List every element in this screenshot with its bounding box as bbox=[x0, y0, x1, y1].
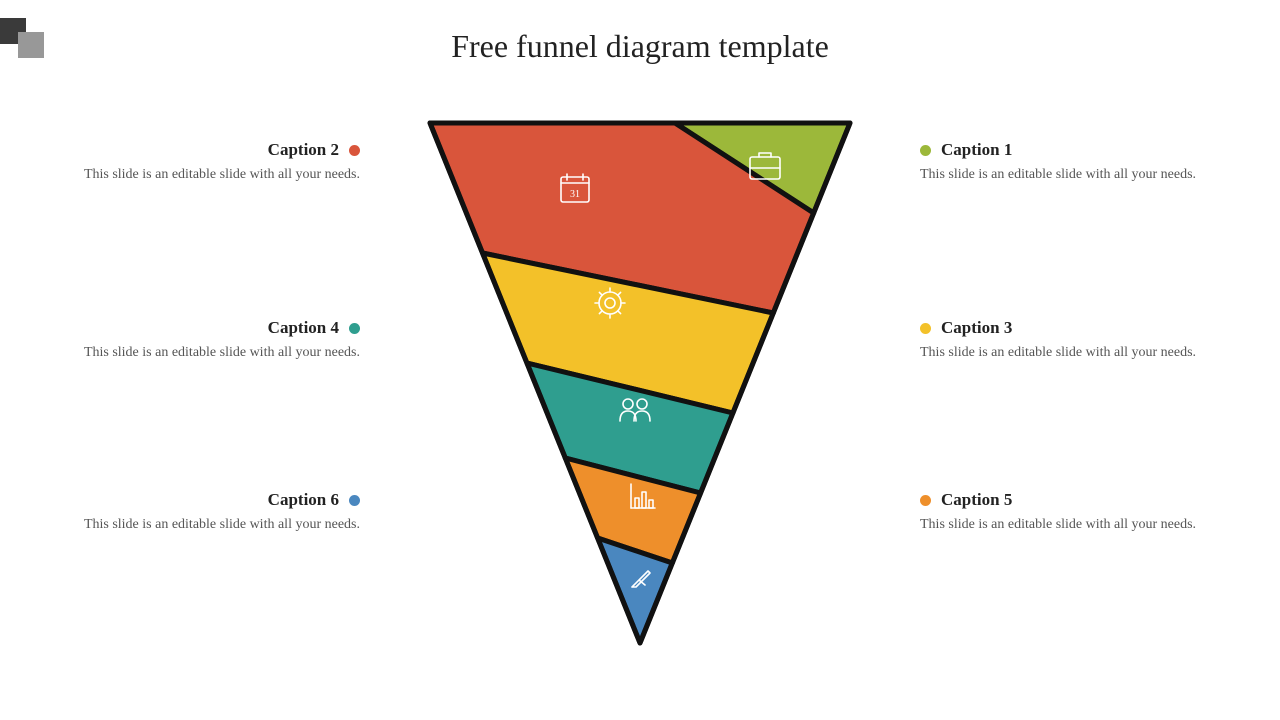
caption-3: Caption 3 This slide is an editable slid… bbox=[920, 318, 1220, 363]
svg-text:31: 31 bbox=[570, 189, 580, 200]
caption-body: This slide is an editable slide with all… bbox=[920, 516, 1220, 535]
caption-title: Caption 1 bbox=[941, 140, 1012, 160]
caption-dot bbox=[349, 323, 360, 334]
caption-title: Caption 3 bbox=[941, 318, 1012, 338]
page-title: Free funnel diagram template bbox=[0, 28, 1280, 65]
caption-dot bbox=[920, 323, 931, 334]
caption-6: Caption 6 This slide is an editable slid… bbox=[60, 490, 360, 535]
caption-title: Caption 5 bbox=[941, 490, 1012, 510]
caption-4: Caption 4 This slide is an editable slid… bbox=[60, 318, 360, 363]
caption-body: This slide is an editable slide with all… bbox=[920, 166, 1220, 185]
caption-1: Caption 1 This slide is an editable slid… bbox=[920, 140, 1220, 185]
caption-body: This slide is an editable slide with all… bbox=[920, 344, 1220, 363]
caption-body: This slide is an editable slide with all… bbox=[60, 344, 360, 363]
caption-2: Caption 2 This slide is an editable slid… bbox=[60, 140, 360, 185]
caption-title: Caption 4 bbox=[268, 318, 339, 338]
funnel-diagram: 31 bbox=[425, 118, 855, 663]
caption-title: Caption 6 bbox=[268, 490, 339, 510]
caption-dot bbox=[920, 145, 931, 156]
caption-body: This slide is an editable slide with all… bbox=[60, 166, 360, 185]
caption-dot bbox=[920, 495, 931, 506]
caption-5: Caption 5 This slide is an editable slid… bbox=[920, 490, 1220, 535]
caption-dot bbox=[349, 495, 360, 506]
caption-dot bbox=[349, 145, 360, 156]
caption-title: Caption 2 bbox=[268, 140, 339, 160]
caption-body: This slide is an editable slide with all… bbox=[60, 516, 360, 535]
